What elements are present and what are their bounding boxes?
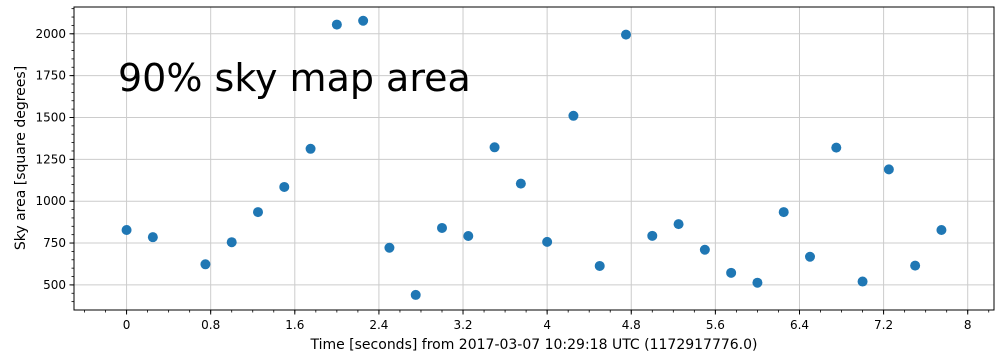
data-point (699, 244, 710, 255)
grid-lines (74, 7, 994, 310)
data-point (463, 231, 474, 242)
data-point (936, 224, 947, 235)
data-point (726, 267, 737, 278)
data-point (910, 260, 921, 271)
data-point (857, 276, 868, 287)
data-point (279, 181, 290, 192)
y-tick-label: 500 (43, 278, 66, 292)
data-point (489, 142, 500, 153)
x-tick-label: 3.2 (453, 318, 472, 332)
data-point (594, 260, 605, 271)
data-point (358, 15, 369, 26)
data-point (384, 242, 395, 253)
data-point (253, 207, 263, 218)
y-tick-label: 1750 (35, 69, 66, 83)
data-point (226, 237, 237, 248)
x-tick-label: 4 (543, 318, 551, 332)
data-points (121, 15, 947, 300)
data-point (121, 224, 132, 235)
data-point (752, 277, 763, 288)
x-tick-label: 4.8 (622, 318, 641, 332)
data-point (305, 143, 316, 154)
x-axis-label: Time [seconds] from 2017-03-07 10:29:18 … (309, 337, 757, 353)
data-point (621, 29, 631, 40)
data-point (568, 110, 579, 121)
data-point (515, 178, 526, 189)
x-tick-label: 0 (123, 318, 131, 332)
plot-annotation: 90% sky map area (118, 56, 471, 100)
x-tick-label: 1.6 (285, 318, 304, 332)
y-tick-label: 750 (43, 236, 66, 250)
x-tick-label: 7.2 (874, 318, 893, 332)
data-point (778, 207, 789, 218)
x-tick-label: 0.8 (201, 318, 220, 332)
data-point (805, 251, 815, 262)
x-axis: 0 0.8 1.6 2.4 3.2 4 4.8 5.6 6.4 7.2 8 (84, 310, 990, 332)
data-point (331, 19, 342, 30)
x-tick-label: 6.4 (790, 318, 809, 332)
data-point (673, 219, 684, 230)
data-point (410, 289, 421, 300)
data-point (542, 236, 553, 247)
x-tick-label: 5.6 (706, 318, 725, 332)
y-tick-label: 1500 (35, 110, 66, 124)
y-tick-label: 2000 (35, 27, 66, 41)
y-axis: 500 750 1000 1250 1500 1750 2000 (35, 8, 74, 303)
data-point (831, 142, 842, 153)
x-tick-label: 2.4 (369, 318, 388, 332)
data-point (883, 164, 894, 175)
data-point (200, 259, 211, 270)
y-tick-label: 1000 (35, 194, 66, 208)
y-axis-label: Sky area [square degrees] (13, 66, 29, 250)
data-point (647, 230, 658, 241)
data-point (437, 222, 447, 233)
y-tick-label: 1250 (35, 152, 66, 166)
x-tick-label: 8 (964, 318, 972, 332)
data-point (147, 232, 158, 243)
plot-frame (73, 6, 995, 311)
